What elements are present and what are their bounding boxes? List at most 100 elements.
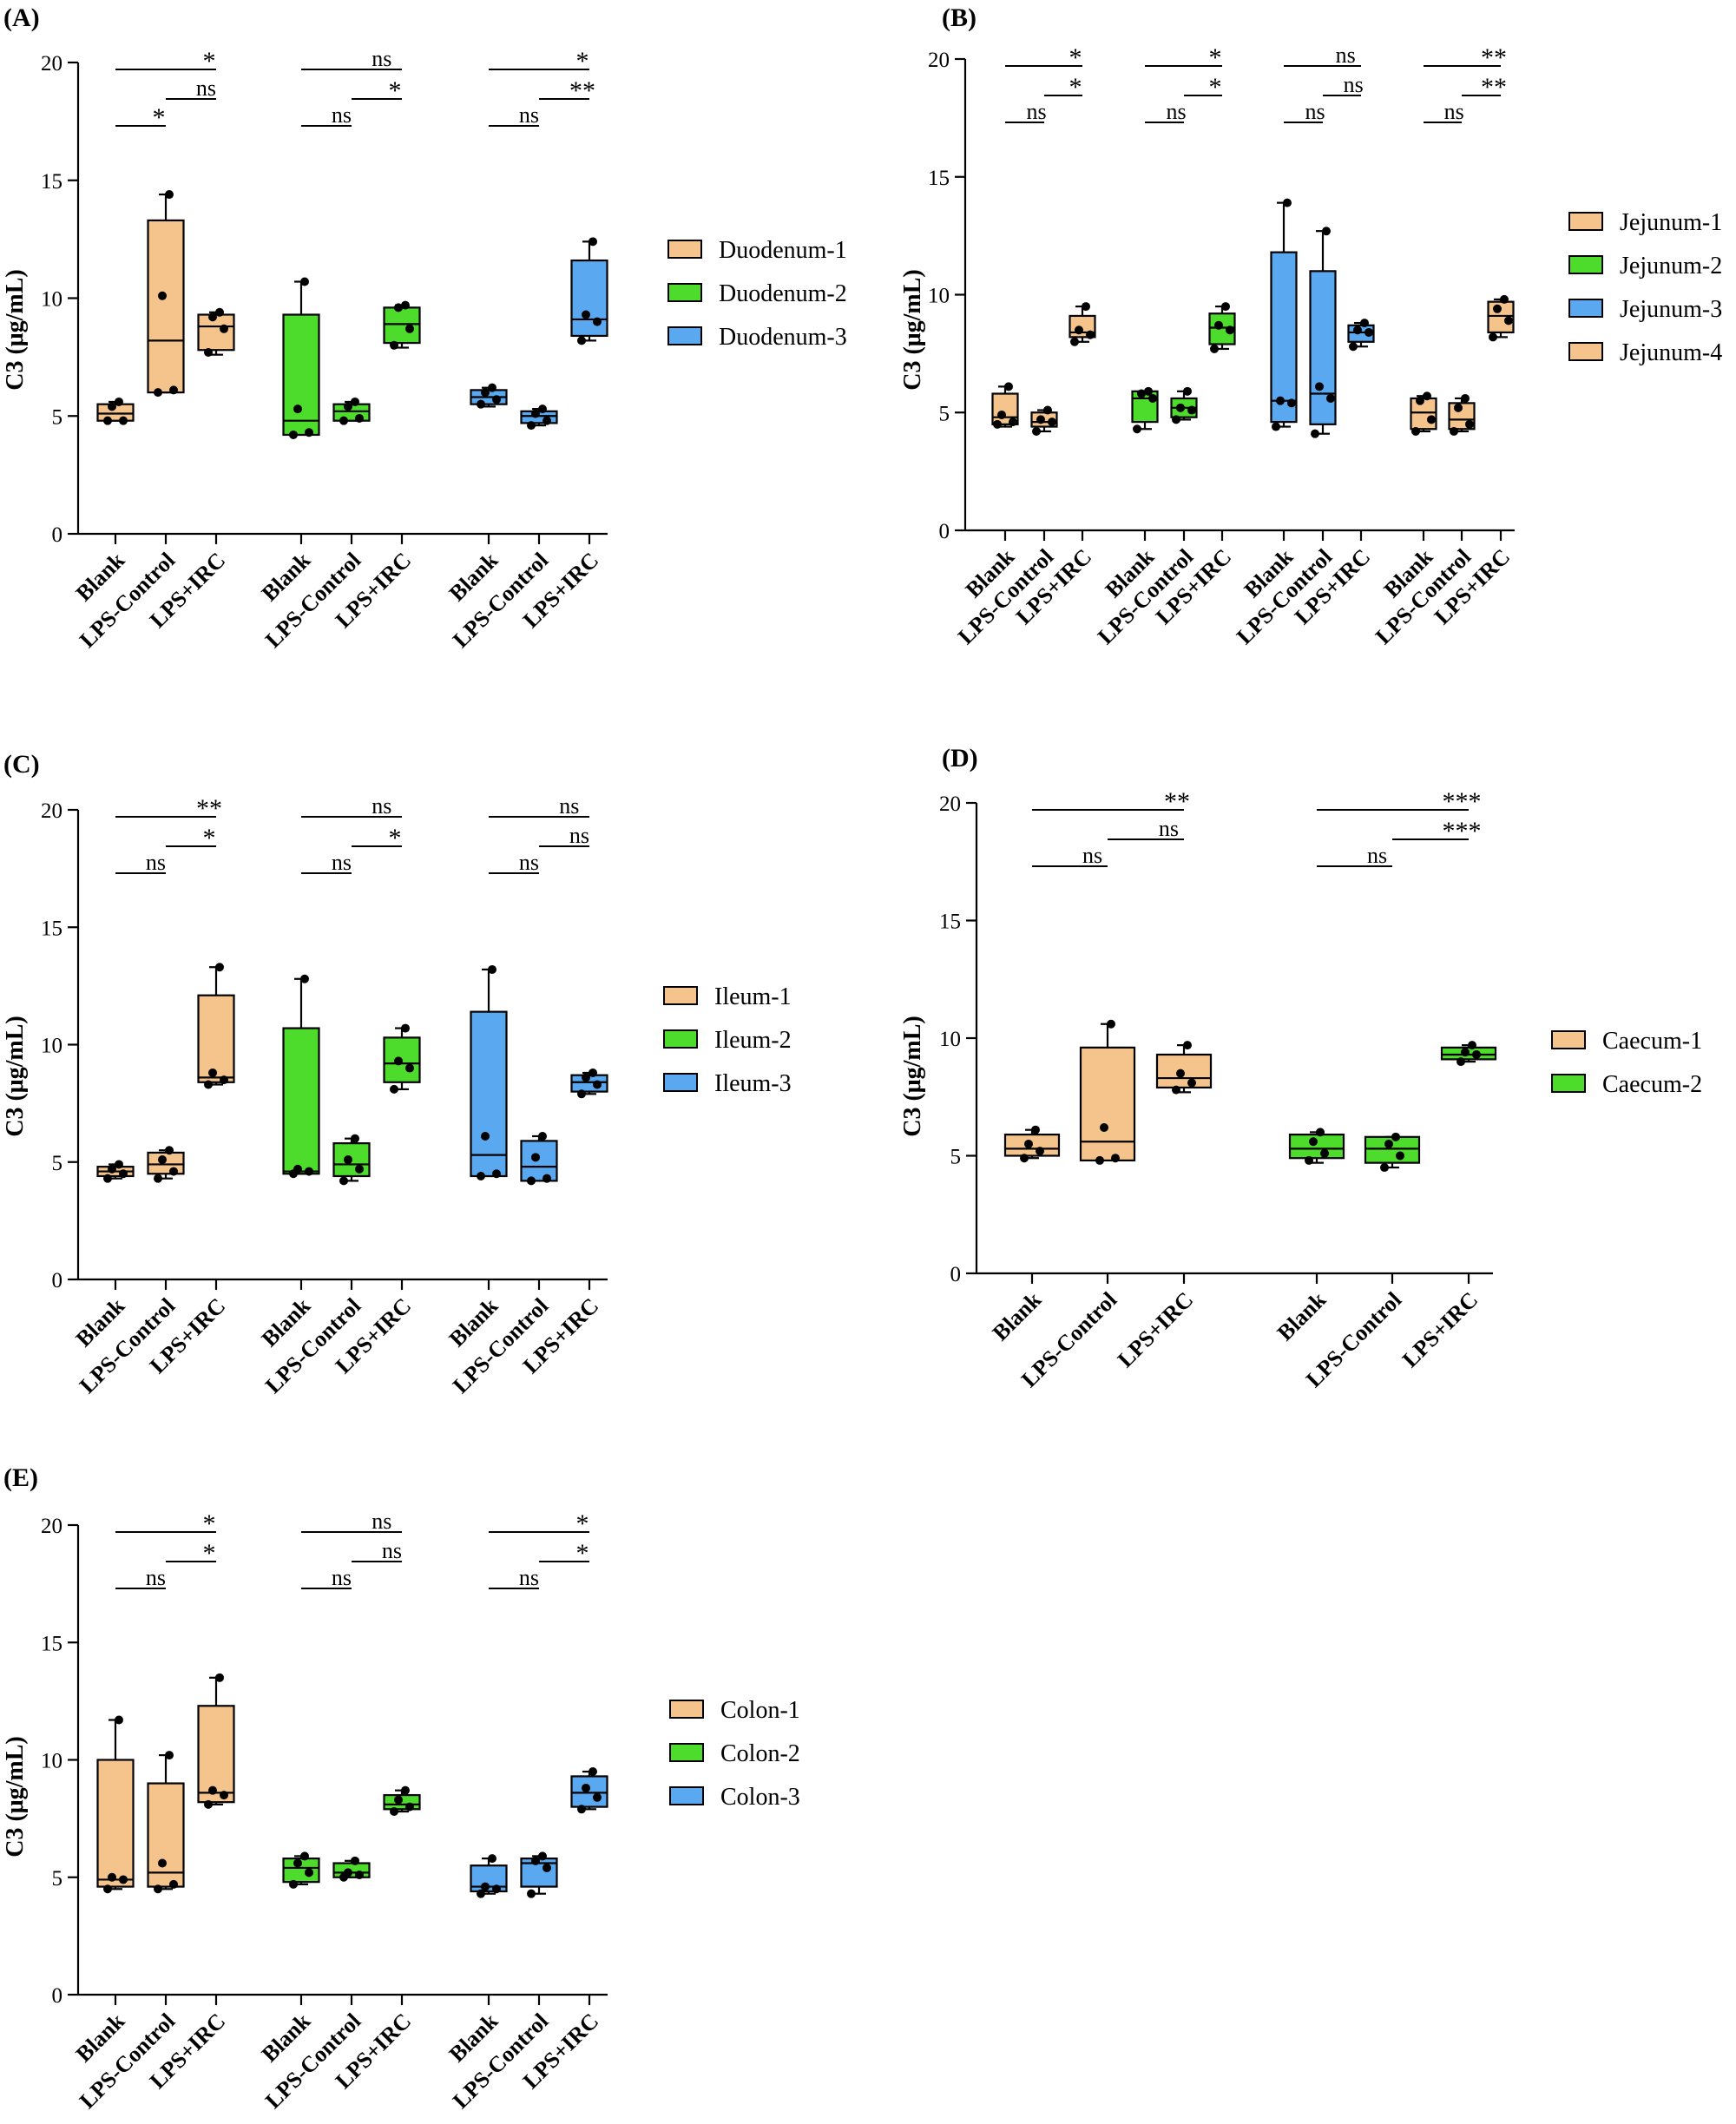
data-point <box>165 1146 174 1155</box>
box-lps-irc <box>570 237 608 345</box>
data-point <box>542 416 551 425</box>
data-point <box>538 1851 547 1861</box>
box-lps-control <box>1309 227 1337 438</box>
legend-swatch <box>1551 1074 1586 1093</box>
data-point <box>405 1063 414 1073</box>
data-point <box>1504 316 1513 326</box>
box-rect <box>520 1140 558 1182</box>
data-point <box>220 324 228 333</box>
data-point <box>390 340 398 350</box>
legend-entry: Caecum-1 <box>1551 1028 1702 1055</box>
data-point <box>119 1875 128 1884</box>
data-point <box>1276 396 1285 405</box>
data-point <box>154 388 162 398</box>
significance-label: ns <box>146 1565 166 1590</box>
data-point <box>158 1155 167 1165</box>
data-point <box>1111 1154 1120 1163</box>
box-blank <box>1270 198 1298 431</box>
data-point <box>1468 1041 1476 1050</box>
data-point <box>1305 1155 1313 1165</box>
data-point <box>355 413 364 423</box>
data-point <box>1214 320 1223 330</box>
data-point <box>1210 344 1219 353</box>
significance-label: * <box>1069 43 1082 72</box>
data-point <box>577 336 586 345</box>
y-axis-title: C3 (μg/mL) <box>2 1016 29 1137</box>
significance-label: ns <box>569 823 589 848</box>
legend-label: Duodenum-3 <box>719 324 847 351</box>
y-tick-label: 10 <box>41 1035 62 1058</box>
data-point <box>577 1089 586 1099</box>
data-point <box>208 1785 217 1795</box>
data-point <box>488 964 496 974</box>
data-point <box>1144 386 1153 396</box>
data-point <box>1384 1139 1393 1148</box>
significance-label: ns <box>1344 72 1364 97</box>
y-axis-title: C3 (μg/mL) <box>899 269 926 391</box>
data-point <box>531 1153 540 1162</box>
box-lps-control <box>1030 405 1058 436</box>
box-rect <box>1410 397 1437 431</box>
data-point <box>1031 1125 1040 1134</box>
significance-label: ns <box>1166 99 1186 124</box>
y-tick-label: 5 <box>950 1146 962 1169</box>
y-tick-label: 15 <box>41 170 62 194</box>
data-point <box>492 1884 501 1894</box>
legend-swatch <box>667 326 702 345</box>
data-point <box>488 383 496 392</box>
significance-label: ns <box>332 102 352 128</box>
data-point <box>220 1791 228 1800</box>
y-tick-label: 10 <box>41 288 62 312</box>
significance-label: * <box>153 103 166 132</box>
data-point <box>220 1075 228 1085</box>
box-rect <box>282 313 320 437</box>
significance-label: *** <box>1443 817 1482 845</box>
data-point <box>1454 403 1463 412</box>
data-point <box>300 1851 309 1861</box>
significance-label: ns <box>1305 99 1325 124</box>
y-tick-label: 5 <box>52 1152 63 1175</box>
data-point <box>997 410 1006 419</box>
data-point <box>477 1171 485 1180</box>
significance-label: * <box>576 1509 589 1538</box>
significance-label: ns <box>372 793 391 819</box>
data-point <box>115 1160 123 1169</box>
legend-entry: Ileum-2 <box>663 1027 792 1054</box>
data-point <box>492 395 501 404</box>
data-point <box>1020 1154 1029 1163</box>
box-lps-control <box>1170 386 1198 424</box>
data-point <box>1036 415 1045 424</box>
data-point <box>1283 198 1292 207</box>
data-point <box>390 1084 398 1094</box>
data-point <box>1411 426 1420 436</box>
legend-swatch <box>663 1073 698 1092</box>
box-lps-control <box>147 190 185 398</box>
legend-label: Jejunum-4 <box>1620 339 1722 366</box>
legend-swatch <box>663 986 698 1005</box>
data-point <box>208 1068 217 1077</box>
significance-label: * <box>1209 43 1222 72</box>
data-point <box>589 1767 597 1777</box>
data-point <box>1316 1128 1325 1137</box>
data-point <box>204 347 213 357</box>
data-point <box>1187 405 1196 415</box>
data-point <box>577 1805 586 1814</box>
data-point <box>300 974 309 983</box>
data-point <box>1461 393 1470 403</box>
data-point <box>1353 326 1362 335</box>
data-point <box>1472 1049 1481 1059</box>
panel-label: (D) <box>942 744 978 773</box>
data-point <box>1311 429 1319 438</box>
data-point <box>542 1174 551 1183</box>
data-point <box>208 312 217 322</box>
legend-entry: Jejunum-4 <box>1568 339 1722 366</box>
data-point <box>527 1176 536 1186</box>
significance-label: * <box>1209 73 1222 102</box>
data-point <box>1500 294 1509 304</box>
